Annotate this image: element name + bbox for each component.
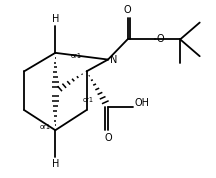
Text: OH: OH [135, 98, 150, 108]
Text: N: N [110, 55, 117, 65]
Text: O: O [156, 34, 164, 44]
Text: O: O [104, 133, 112, 143]
Text: H: H [52, 159, 59, 169]
Text: or1: or1 [83, 97, 94, 103]
Text: or1: or1 [40, 124, 51, 130]
Text: O: O [124, 5, 131, 15]
Text: or1: or1 [71, 53, 82, 59]
Text: H: H [52, 14, 59, 24]
